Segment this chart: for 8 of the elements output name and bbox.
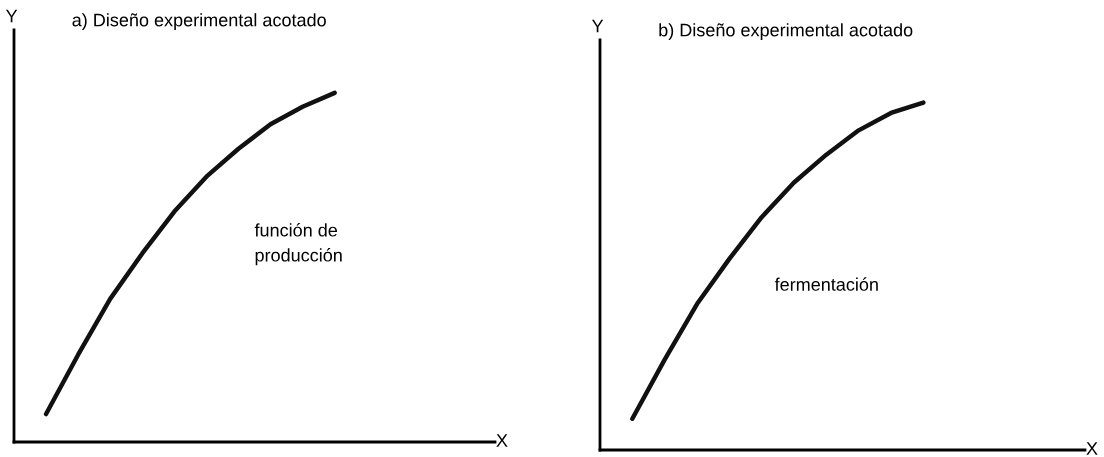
y-axis-title: Y xyxy=(5,9,18,23)
x-axis-title: X xyxy=(1086,442,1098,455)
annotation: fermentación xyxy=(774,277,878,291)
y-axis-title: Y xyxy=(591,19,604,33)
chart-title: a) Diseño experimental acotado xyxy=(72,13,326,30)
chart-title: b) Diseño experimental acotado xyxy=(659,23,913,40)
x-axis-title: X xyxy=(496,434,508,447)
annotation: función de producción xyxy=(254,223,342,266)
